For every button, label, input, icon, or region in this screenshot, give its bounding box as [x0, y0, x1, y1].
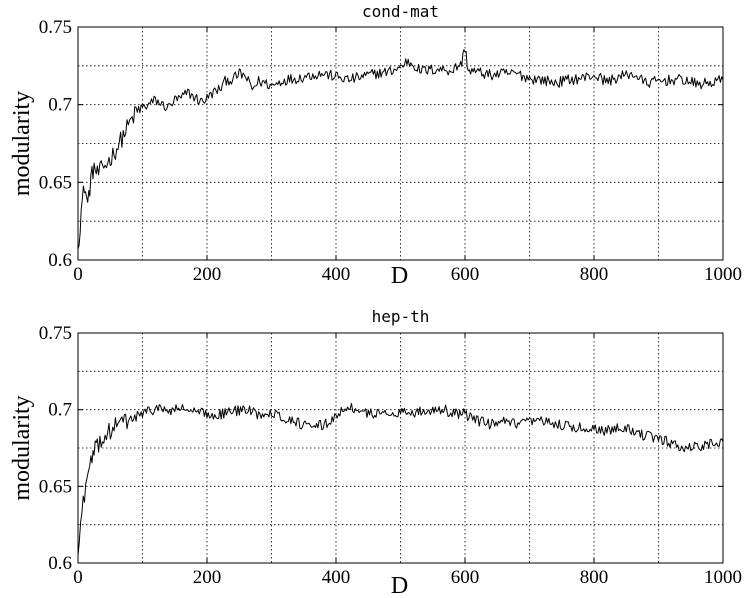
x-tick-label: 0	[73, 264, 83, 285]
y-tick-label: 0.7	[48, 400, 72, 421]
x-tick-label: 400	[322, 567, 351, 588]
x-axis-label: D	[391, 263, 408, 289]
y-tick-label: 0.65	[39, 172, 72, 193]
y-axis-label: modularity	[9, 91, 35, 196]
plot-frame	[77, 26, 724, 261]
x-tick-label: 800	[580, 567, 609, 588]
x-tick-label: 400	[322, 264, 351, 285]
x-tick-label: 600	[451, 264, 480, 285]
x-tick-label: 800	[580, 264, 609, 285]
x-axis-label: D	[391, 573, 408, 598]
y-tick-label: 0.6	[48, 250, 72, 271]
series-line	[77, 402, 724, 556]
y-tick-label: 0.65	[39, 476, 72, 497]
y-tick-label: 0.6	[48, 553, 72, 574]
grid	[78, 27, 723, 260]
cond-mat-panel: 0 200 400 600 800 1000 0.6 0.65 0.7 0.75 cond-mat D…	[9, 2, 742, 289]
chart-title: hep-th	[372, 307, 430, 326]
y-axis-label: modularity	[9, 395, 35, 500]
y-tick-label: 0.75	[39, 323, 72, 344]
x-tick-label: 1000	[704, 567, 742, 588]
plot-frame	[77, 332, 724, 564]
x-tick-label: 0	[73, 567, 83, 588]
chart-title: cond-mat	[362, 2, 439, 21]
x-tick-label: 200	[193, 264, 222, 285]
x-tick-label: 200	[193, 567, 222, 588]
y-tick-label: 0.75	[39, 17, 72, 38]
x-tick-label: 1000	[704, 264, 742, 285]
series-line	[77, 49, 724, 250]
x-tick-label: 600	[451, 567, 480, 588]
y-tick-label: 0.7	[48, 95, 72, 116]
grid	[78, 333, 723, 563]
hep-th-panel: 0 200 400 600 800 1000 0.6 0.65 0.7 0.75 hep-th Dmo…	[9, 307, 742, 598]
